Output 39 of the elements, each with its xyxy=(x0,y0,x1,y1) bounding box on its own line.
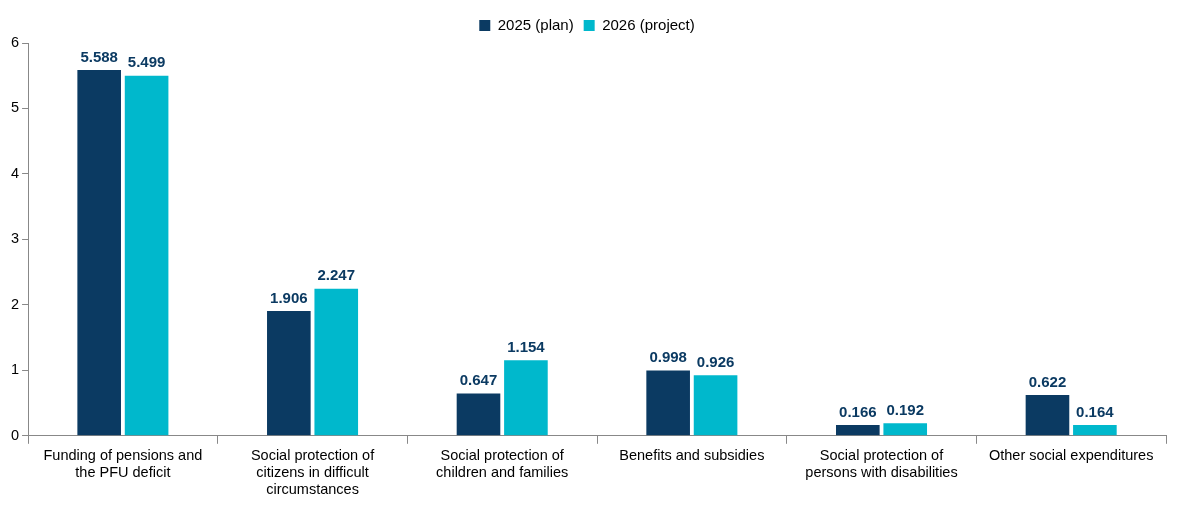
x-tick-label: Other social expenditures xyxy=(988,446,1154,463)
y-tick-label: 5 xyxy=(10,99,20,116)
bar xyxy=(1073,425,1117,436)
bar xyxy=(77,69,121,436)
bar xyxy=(267,311,311,436)
x-tick-label: Social protection of persons with disabilities xyxy=(805,446,958,480)
x-tick-label: Benefits and subsidies xyxy=(619,446,765,463)
x-tick-label: Social protection of citizens in difficult circumstances xyxy=(250,446,376,498)
bar xyxy=(646,370,690,436)
bar xyxy=(314,288,359,436)
data-label: 0.192 xyxy=(886,400,924,418)
y-tick-label: 3 xyxy=(10,230,20,247)
legend-label: 2025 (plan) xyxy=(497,15,574,33)
data-label: 0.166 xyxy=(839,402,877,420)
data-label: 0.647 xyxy=(459,371,498,389)
bar xyxy=(1025,395,1070,436)
y-tick-label: 2 xyxy=(10,295,20,312)
bar xyxy=(456,393,501,436)
bar xyxy=(504,360,548,436)
data-label: 0.622 xyxy=(1028,372,1067,390)
bar xyxy=(883,423,928,436)
bar xyxy=(124,75,169,436)
data-label: 1.906 xyxy=(270,288,308,306)
data-label: 5.588 xyxy=(80,47,118,65)
x-tick-label: Social protection of children and families xyxy=(436,446,569,480)
y-tick-label: 6 xyxy=(10,34,20,50)
x-tick-label: Funding of pensions and the PFU deficit xyxy=(43,446,203,480)
data-label: 5.499 xyxy=(127,53,166,71)
data-label: 0.998 xyxy=(649,348,687,366)
bar xyxy=(693,375,738,436)
data-label: 0.926 xyxy=(696,352,735,370)
legend-label: 2026 (project) xyxy=(602,15,695,33)
bar xyxy=(836,424,880,436)
y-tick-label: 4 xyxy=(10,164,20,181)
y-tick-label: 0 xyxy=(10,426,20,443)
data-label: 0.164 xyxy=(1076,402,1115,420)
data-label: 1.154 xyxy=(507,337,546,355)
y-tick-label: 1 xyxy=(10,361,20,378)
data-label: 2.247 xyxy=(317,266,356,284)
